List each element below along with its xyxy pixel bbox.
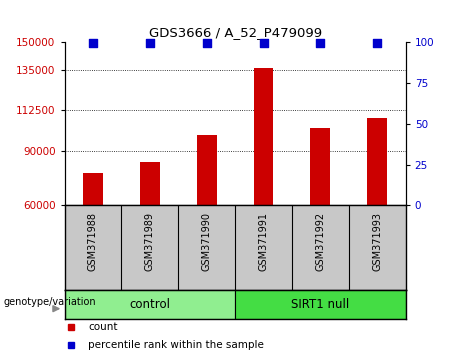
Point (89, 41, 97, 46)
Text: GSM371991: GSM371991 (259, 212, 269, 271)
FancyBboxPatch shape (65, 290, 235, 319)
Text: GSM371988: GSM371988 (88, 212, 98, 271)
Text: genotype/variation: genotype/variation (3, 297, 96, 307)
Text: GSM371993: GSM371993 (372, 212, 382, 271)
Point (260, 41, 267, 46)
Bar (83, 173, 103, 205)
Point (146, 41, 154, 46)
Text: GSM371992: GSM371992 (315, 212, 325, 271)
Text: count: count (89, 322, 118, 332)
Bar (310, 127, 331, 205)
Bar (254, 68, 273, 205)
Text: GSM371989: GSM371989 (145, 212, 155, 271)
Bar (197, 135, 217, 205)
Point (317, 41, 324, 46)
Text: SIRT1 null: SIRT1 null (291, 298, 349, 311)
Bar (140, 162, 160, 205)
Text: control: control (130, 298, 170, 311)
Point (203, 41, 210, 46)
Title: GDS3666 / A_52_P479099: GDS3666 / A_52_P479099 (148, 25, 322, 39)
Bar (367, 119, 387, 205)
Text: GSM371990: GSM371990 (201, 212, 212, 271)
Text: percentile rank within the sample: percentile rank within the sample (89, 340, 264, 350)
Point (373, 41, 381, 46)
FancyBboxPatch shape (235, 290, 406, 319)
